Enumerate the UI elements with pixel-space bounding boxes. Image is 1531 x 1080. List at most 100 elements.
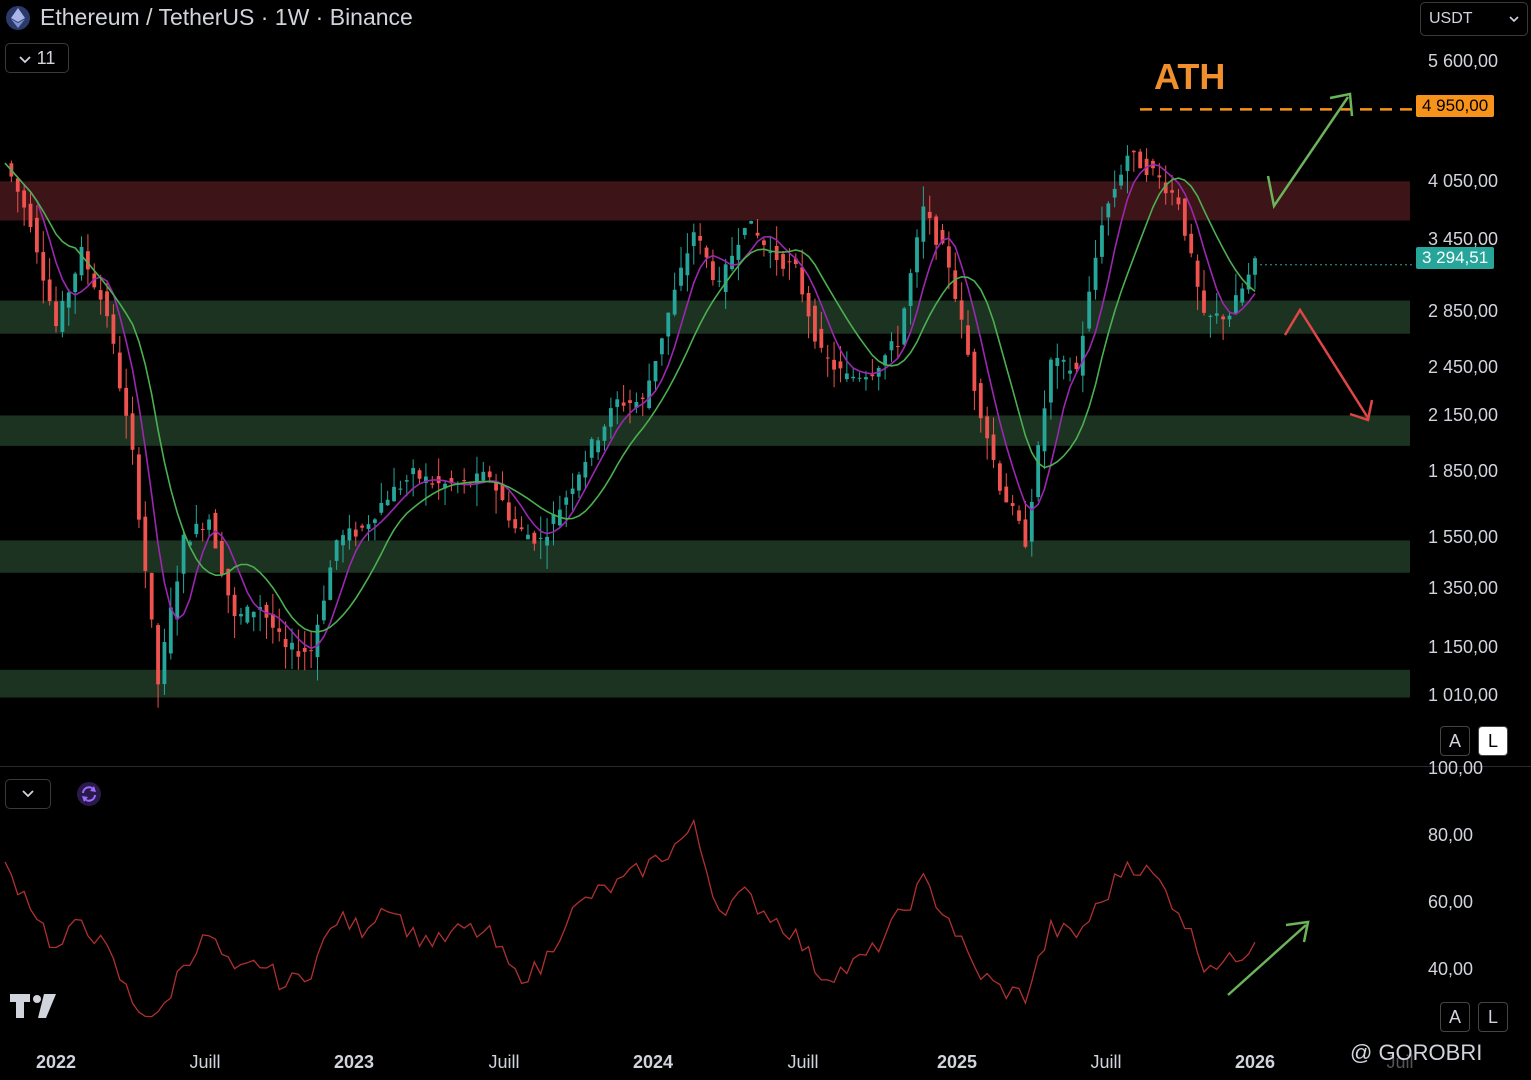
candle-body [341, 535, 345, 546]
candle-body [430, 483, 435, 485]
time-axis-label: Juil [1386, 1052, 1414, 1072]
candle-body [883, 355, 888, 366]
candle-body [270, 614, 275, 628]
candle-body [1010, 503, 1015, 506]
candle-body [34, 217, 39, 253]
candle-body [902, 308, 907, 345]
candle-body [704, 247, 709, 258]
candle-body [691, 232, 696, 247]
candle-body [1087, 291, 1092, 329]
candle-body [181, 534, 186, 574]
log-scale-button[interactable]: L [1478, 726, 1508, 756]
candle-body [653, 361, 658, 382]
candle-body [1080, 335, 1085, 376]
price-axis-label: 1 550,00 [1428, 527, 1499, 547]
ethereum-logo-icon [6, 6, 30, 30]
candle-body [787, 261, 792, 263]
ma-fast-line [4, 162, 1256, 650]
rsi-log-scale-button[interactable]: L [1478, 1002, 1508, 1032]
bullish-projection-arrow [1266, 96, 1350, 210]
candle-body [506, 502, 511, 521]
candle-body [347, 528, 352, 541]
candle-body [915, 237, 919, 273]
rsi-auto-scale-button[interactable]: A [1440, 1002, 1470, 1032]
candle-body [22, 190, 27, 208]
time-axis-label: Juill [488, 1052, 520, 1072]
candle-body [959, 300, 964, 320]
auto-scale-button[interactable]: A [1440, 726, 1470, 756]
candle-body [711, 261, 715, 281]
candle-body [895, 346, 900, 348]
candle-body [889, 341, 894, 351]
candle-body [60, 300, 65, 332]
candle-body [589, 439, 594, 458]
candle-body [1176, 197, 1181, 205]
rsi-axis-label: 40,00 [1428, 959, 1474, 979]
candle-body [315, 624, 320, 658]
candle-body [398, 488, 403, 490]
rsi-up-arrow [1227, 924, 1307, 996]
candle-body [1240, 288, 1245, 303]
candle-body [940, 230, 945, 244]
candle-body [105, 291, 109, 317]
candle-body [526, 534, 530, 540]
rsi-collapse-button[interactable] [5, 779, 51, 809]
candle-body [175, 581, 180, 620]
candle-body [774, 245, 779, 261]
candle-body [79, 246, 84, 276]
bearish-arrow-head [1349, 399, 1374, 422]
ma-slow-line [4, 162, 1256, 633]
candle-body [698, 236, 703, 241]
tradingview-logo-icon [10, 994, 60, 1020]
candle-body [487, 471, 492, 478]
candle-body [679, 267, 683, 286]
time-axis-label: 2025 [936, 1052, 978, 1072]
candle-body [1157, 175, 1162, 178]
candle-body [1253, 258, 1257, 275]
chevron-down-icon [19, 48, 31, 69]
candle-body [219, 540, 224, 575]
candle-body [92, 273, 97, 288]
currency-select[interactable]: USDT [1420, 2, 1528, 36]
candle-body [997, 463, 1002, 491]
candle-body [583, 461, 588, 478]
candle-body [290, 642, 294, 650]
price-axis-label: 1 150,00 [1428, 637, 1499, 657]
support-zone [0, 300, 1410, 334]
author-watermark: @ GOROBRI [1350, 1040, 1483, 1065]
candle-body [404, 480, 409, 482]
rsi-line [4, 818, 1256, 1018]
price-axis-label: 2 850,00 [1428, 301, 1499, 321]
candle-body [1106, 203, 1111, 218]
symbol-title[interactable]: Ethereum / TetherUS · 1W · Binance [40, 4, 413, 30]
candle-body [685, 253, 690, 276]
candle-body [851, 376, 856, 379]
indicators-collapse-button[interactable]: 11 [5, 43, 69, 73]
sync-icon[interactable] [76, 781, 102, 807]
candle-body [156, 625, 160, 685]
candle-body [500, 483, 505, 501]
candle-body [385, 499, 390, 506]
candle-body [1061, 359, 1066, 362]
time-axis-label: 2022 [35, 1052, 77, 1072]
candle-body [200, 528, 205, 530]
price-axis-label: 1 010,00 [1428, 685, 1499, 705]
candle-body [328, 567, 333, 600]
candle-body [742, 228, 747, 236]
candle-body [634, 401, 639, 408]
candle-body [475, 473, 479, 485]
candle-body [621, 402, 626, 406]
candle-body [162, 642, 167, 685]
support-zone [0, 540, 1410, 573]
candle-body [360, 525, 365, 528]
candle-body [857, 377, 862, 379]
candle-body [755, 232, 760, 236]
pane-separator[interactable] [0, 766, 1531, 767]
candle-body [615, 399, 620, 407]
candle-body [819, 328, 824, 348]
candle-body [545, 536, 549, 546]
candle-body [628, 400, 632, 403]
candle-body [424, 476, 428, 484]
candle-body [494, 481, 498, 491]
